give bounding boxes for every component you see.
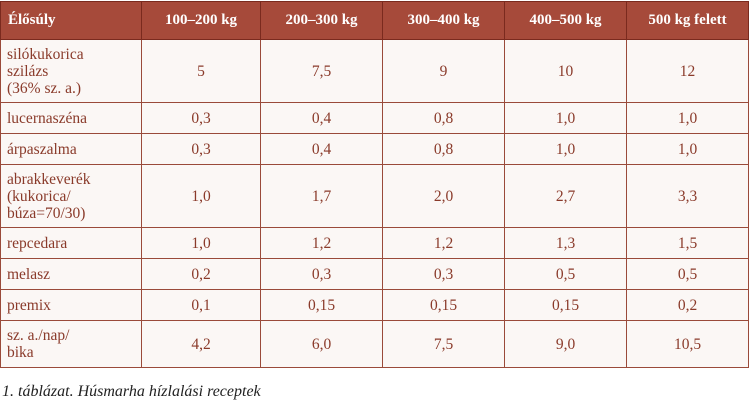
table-cell: 0,4 <box>260 102 383 134</box>
table-cell: 1,0 <box>141 227 261 259</box>
table-row: melasz 0,2 0,3 0,3 0,5 0,5 <box>0 258 749 290</box>
row-label-line: premix <box>7 296 51 314</box>
table-cell: 0,5 <box>626 258 749 290</box>
header-cell-400-500: 400–500 kg <box>504 1 627 40</box>
table-cell: 7,5 <box>382 320 505 368</box>
recipe-table-container: Élősúly 100–200 kg 200–300 kg 300–400 kg… <box>0 1 749 368</box>
table-cell: 12 <box>626 39 749 103</box>
row-label-line: szilázs <box>7 62 49 80</box>
table-cell: 1,0 <box>626 133 749 165</box>
table-cell: 0,15 <box>504 289 627 321</box>
header-cell-weight: Élősúly <box>0 1 142 40</box>
row-label: sz. a./nap/ bika <box>0 320 142 368</box>
row-label-line: búza=70/30) <box>7 204 86 222</box>
row-label-line: bika <box>7 344 34 361</box>
table-cell: 0,4 <box>260 133 383 165</box>
table-cell: 9 <box>382 39 505 103</box>
table-cell: 1,7 <box>260 164 383 228</box>
table-row: abrakkeverék (kukorica/ búza=70/30) 1,0 … <box>0 164 749 228</box>
table-cell: 0,15 <box>260 289 383 321</box>
table-cell: 1,3 <box>504 227 627 259</box>
table-cell: 1,0 <box>626 102 749 134</box>
table-caption: 1. táblázat. Húsmarha hízlalási receptek <box>2 383 261 400</box>
table-cell: 1,2 <box>382 227 505 259</box>
table-cell: 0,15 <box>382 289 505 321</box>
row-label-line: (36% sz. a.) <box>7 79 82 97</box>
recipe-table: Élősúly 100–200 kg 200–300 kg 300–400 kg… <box>0 1 749 368</box>
row-label-line: silókukorica <box>7 45 84 63</box>
table-row: sz. a./nap/ bika 4,2 6,0 7,5 9,0 10,5 <box>0 320 749 368</box>
table-cell: 1,0 <box>141 164 261 228</box>
table-row: repcedara 1,0 1,2 1,2 1,3 1,5 <box>0 227 749 259</box>
row-label-line: árpaszalma <box>7 140 77 158</box>
table-cell: 0,2 <box>141 258 261 290</box>
header-cell-300-400: 300–400 kg <box>382 1 505 40</box>
table-cell: 0,1 <box>141 289 261 321</box>
row-label-line: lucernaszéna <box>7 109 88 127</box>
header-cell-100-200: 100–200 kg <box>141 1 261 40</box>
table-cell: 2,7 <box>504 164 627 228</box>
table-cell: 0,3 <box>141 133 261 165</box>
table-cell: 6,0 <box>260 320 383 368</box>
table-cell: 7,5 <box>260 39 383 103</box>
row-label: árpaszalma <box>0 133 142 165</box>
table-cell: 0,8 <box>382 102 505 134</box>
header-cell-500-plus: 500 kg felett <box>626 1 749 40</box>
header-cell-200-300: 200–300 kg <box>260 1 383 40</box>
table-cell: 1,0 <box>504 102 627 134</box>
table-cell: 0,3 <box>382 258 505 290</box>
table-cell: 1,5 <box>626 227 749 259</box>
table-cell: 0,8 <box>382 133 505 165</box>
row-label: lucernaszéna <box>0 102 142 134</box>
row-label: abrakkeverék (kukorica/ búza=70/30) <box>0 164 142 228</box>
row-label-line: repcedara <box>7 234 68 252</box>
row-label-line: (kukorica/ <box>7 187 71 205</box>
table-cell: 5 <box>141 39 261 103</box>
row-label: silókukorica szilázs (36% sz. a.) <box>0 39 142 103</box>
table-cell: 2,0 <box>382 164 505 228</box>
header-row: Élősúly 100–200 kg 200–300 kg 300–400 kg… <box>0 1 749 40</box>
row-label: premix <box>0 289 142 321</box>
table-cell: 3,3 <box>626 164 749 228</box>
table-cell: 0,3 <box>141 102 261 134</box>
table-cell: 0,3 <box>260 258 383 290</box>
table-cell: 10 <box>504 39 627 103</box>
table-row: silókukorica szilázs (36% sz. a.) 5 7,5 … <box>0 39 749 103</box>
table-row: premix 0,1 0,15 0,15 0,15 0,2 <box>0 289 749 321</box>
row-label-line: melasz <box>7 265 51 283</box>
table-row: árpaszalma 0,3 0,4 0,8 1,0 1,0 <box>0 133 749 165</box>
table-cell: 1,2 <box>260 227 383 259</box>
table-cell: 1,0 <box>504 133 627 165</box>
row-label-line: sz. a./nap/ <box>7 327 70 344</box>
table-cell: 0,2 <box>626 289 749 321</box>
row-label-line: abrakkeverék <box>7 170 91 188</box>
row-label: melasz <box>0 258 142 290</box>
table-cell: 4,2 <box>141 320 261 368</box>
row-label: repcedara <box>0 227 142 259</box>
table-cell: 0,5 <box>504 258 627 290</box>
table-row: lucernaszéna 0,3 0,4 0,8 1,0 1,0 <box>0 102 749 134</box>
table-cell: 9,0 <box>504 320 627 368</box>
table-cell: 10,5 <box>626 320 749 368</box>
